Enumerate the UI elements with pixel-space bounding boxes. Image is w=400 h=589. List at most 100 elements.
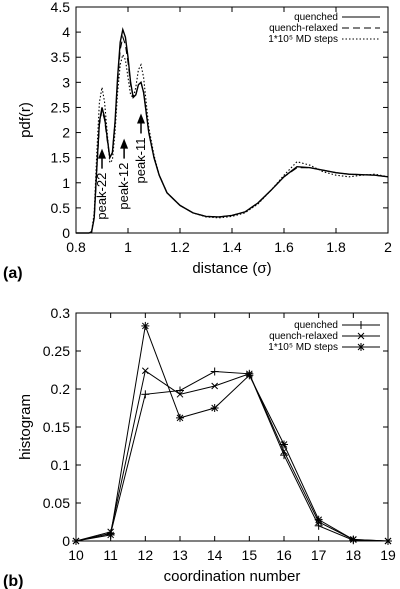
data-point-x [211,382,219,390]
x-tick-label: 1.8 [326,239,346,255]
marker-stroke [72,537,80,545]
y-tick-label: 0.25 [43,343,70,359]
series-line-plus [75,370,389,542]
x-tick-label: 1.4 [222,239,242,255]
marker-stroke [245,371,253,379]
x-tick-label: 11 [103,547,118,563]
x-tick-label: 18 [346,547,362,563]
data-point-star [210,404,219,412]
legend-label: quenched [294,320,338,331]
marker-stroke [211,382,219,390]
legend-label: 1*10⁵ MD steps [268,34,338,45]
panel-a-ticks: 0.8 1 1.2 1.4 1.6 1.8 2 0 0.5 1 1.5 2 2.5 3 3.5 4 4.5 [51,0,393,255]
y-tick-label: 0 [62,533,70,549]
series-line-dashed [76,35,389,234]
annotation-label: peak-12 [116,163,131,210]
series-line-dotted [76,53,389,234]
panel-b-label: (b) [3,573,23,589]
y-tick-label: 0.15 [43,419,70,435]
y-tick-label: 0.05 [43,495,70,511]
data-point-star [349,535,358,544]
marker-stroke [176,390,184,398]
x-tick-label: 13 [172,547,188,563]
panel-b-ylabel: histogram [17,394,34,460]
x-tick-label: 15 [242,547,258,563]
marker-stroke [107,531,115,539]
x-tick-label: 2 [384,239,392,255]
legend-label: quenched [294,12,338,23]
y-tick-label: 3.5 [51,49,71,65]
y-tick-label: 2 [62,125,70,141]
marker-stroke [349,536,357,543]
marker-stroke [141,367,149,375]
y-tick-label: 0.2 [51,381,71,397]
panel-b-xlabel: coordination number [164,568,301,585]
x-tick-label: 17 [311,547,327,563]
x-tick-label: 1.6 [274,239,294,255]
legend-label: 1*10⁵ MD steps [268,342,338,353]
data-point-star [176,413,184,422]
legend-label: quench-relaxed [269,23,338,34]
annotation-arrowhead [98,148,106,159]
legend-marker [357,343,365,351]
x-tick-label: 14 [207,547,223,563]
marker-stroke [176,414,184,422]
x-tick-label: 19 [380,547,396,563]
y-tick-label: 4.5 [51,0,71,15]
y-tick-label: 1 [62,175,70,191]
y-tick-label: 0 [62,225,70,241]
marker-stroke [280,441,288,448]
y-tick-label: 1.5 [51,150,71,166]
data-point-star [384,537,392,545]
y-tick-label: 0.5 [51,200,71,216]
data-point-x [141,367,149,375]
data-point-x [176,390,184,398]
marker-stroke [357,343,365,351]
legend-label: quench-relaxed [269,331,338,342]
legend-marker [357,332,365,340]
data-point-star [106,530,115,539]
panel-a: 0.8 1 1.2 1.4 1.6 1.8 2 0 0.5 1 1.5 2 2.5 3 3.5 4 4.5 pe… [3,0,392,282]
data-point-star [141,321,150,330]
x-tick-label: 1 [124,239,132,255]
annotation-label: peak-11 [133,137,148,183]
annotation-label: peak-22 [94,173,109,220]
marker-stroke [357,332,365,340]
series-line-x [75,369,389,542]
series-line-star [75,323,389,542]
marker-stroke [384,537,392,545]
data-point-plus [141,390,150,399]
y-tick-label: 3 [62,74,70,90]
panel-a-xlabel: distance (σ) [192,260,271,277]
data-point-plus [280,451,288,460]
marker-stroke [141,322,149,330]
marker-stroke [315,516,323,524]
y-tick-label: 0.1 [51,457,71,473]
legend-marker [357,321,365,329]
panel-b-frame [75,312,389,542]
data-point-star [314,515,323,524]
x-tick-label: 12 [138,547,154,563]
data-point-star [72,537,80,545]
y-tick-label: 2.5 [51,99,71,115]
panel-a-ylabel: pdf(r) [17,102,34,138]
marker-stroke [211,404,219,412]
panel-a-label: (a) [3,265,23,282]
x-tick-label: 1.2 [170,239,190,255]
panel-a-series [76,26,389,234]
x-tick-label: 10 [68,547,84,563]
annotation-arrowhead [120,138,129,149]
panel-b-ticks: 10 11 12 13 14 15 16 17 18 19 0 0.05 0.1 0.15 0.2 0.25 0… [43,305,396,563]
panel-b-series [72,321,392,545]
y-tick-label: 0.3 [51,305,71,321]
data-point-plus [210,367,219,376]
y-tick-label: 4 [62,24,70,40]
data-point-star [280,440,288,449]
panel-b: 10 11 12 13 14 15 16 17 18 19 0 0.05 0.1 0.15 0.2 0.25 0… [3,305,396,589]
data-point-plus [176,386,184,395]
data-point-star [245,371,254,380]
